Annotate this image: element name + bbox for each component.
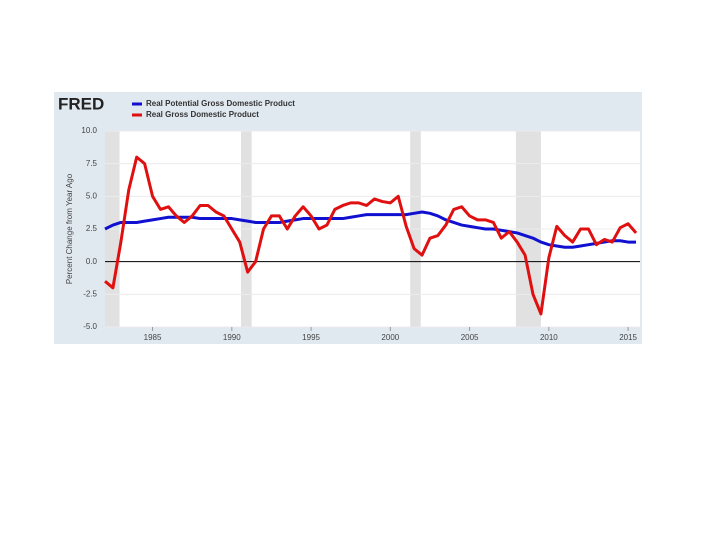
y-tick-label: -2.5 (83, 289, 97, 298)
x-tick-label: 2015 (619, 333, 637, 342)
x-tick-label: 2010 (540, 333, 558, 342)
plot: 10.0 7.5 5.0 2.5 0.0 -2.5 -5.0 1985 1990 1995 2000… (81, 126, 640, 342)
legend: Real Potential Gross Domestic Product Rea… (132, 99, 295, 119)
y-tick-label: 2.5 (86, 224, 98, 233)
x-tick-label: 1985 (144, 333, 162, 342)
y-tick-label: 10.0 (81, 126, 97, 135)
y-axis-label: Percent Change from Year Ago (65, 173, 74, 284)
x-tick-label: 1990 (223, 333, 241, 342)
x-tick-label: 1995 (302, 333, 320, 342)
series-line (104, 155, 638, 316)
x-tick-label: 2005 (461, 333, 479, 342)
legend-label: Real Potential Gross Domestic Product (146, 99, 295, 108)
brand-logo: FRED (58, 94, 104, 113)
y-tick-label: -5.0 (83, 322, 97, 331)
y-tick-label: 5.0 (86, 191, 98, 200)
x-tick-label: 2000 (381, 333, 399, 342)
legend-label: Real Gross Domestic Product (146, 110, 259, 119)
y-tick-label: 0.0 (86, 257, 98, 266)
series-line (104, 210, 637, 249)
y-tick-label: 7.5 (86, 159, 98, 168)
